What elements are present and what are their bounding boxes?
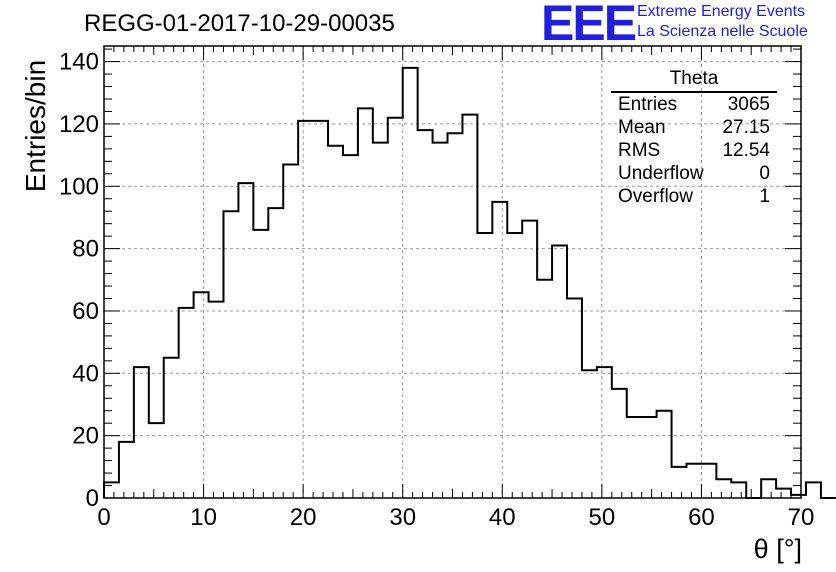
x-tick-label: 30 — [389, 504, 416, 531]
histogram-bar — [507, 233, 522, 498]
logo-line-1: Extreme Energy Events — [637, 3, 806, 20]
histogram-bar — [253, 230, 268, 498]
histogram-bar — [403, 68, 418, 498]
histogram-bar — [657, 411, 672, 498]
histogram-bar — [388, 118, 403, 498]
histogram-bar — [373, 143, 388, 498]
histogram-bar — [418, 130, 433, 498]
histogram-bar — [104, 482, 119, 498]
histogram-bar — [209, 302, 224, 498]
stats-value: 27.15 — [722, 117, 770, 138]
histogram-bar — [567, 298, 582, 498]
stats-title: Theta — [611, 68, 777, 93]
x-tick-label: 70 — [788, 504, 815, 531]
histogram-bar — [298, 121, 313, 498]
stats-value: 12.54 — [722, 140, 770, 161]
y-tick-label: 20 — [72, 423, 99, 450]
y-tick-label: 80 — [72, 236, 99, 263]
x-tick-label: 40 — [489, 504, 516, 531]
x-tick-label: 20 — [290, 504, 317, 531]
histogram-bar — [582, 370, 597, 498]
histogram-bar — [134, 367, 149, 498]
histogram-bar — [223, 211, 238, 498]
histogram-bar — [194, 292, 209, 498]
histogram-outline — [103, 66, 836, 499]
histogram-bar — [358, 108, 373, 498]
histogram-bar — [761, 479, 776, 498]
stats-label: Entries — [618, 94, 678, 115]
stats-row-entries: Entries 3065 — [611, 93, 777, 116]
histogram-bar — [448, 133, 463, 498]
stats-row-rms: RMS 12.54 — [611, 139, 777, 162]
histogram-bar — [492, 202, 507, 498]
stats-label: RMS — [618, 140, 661, 161]
histogram-bar — [149, 423, 164, 498]
stats-label: Underflow — [618, 163, 704, 184]
stats-value: 0 — [759, 163, 770, 184]
stats-row-overflow: Overflow 1 — [611, 185, 777, 208]
histogram-bar — [238, 183, 253, 498]
y-tick-label: 120 — [59, 111, 99, 138]
histogram-bars — [103, 66, 836, 499]
y-tick-label: 40 — [72, 360, 99, 387]
histogram-bar — [806, 482, 821, 498]
grid-lines — [104, 46, 801, 498]
histogram-bar — [731, 482, 746, 498]
stats-value: 1 — [759, 186, 770, 207]
x-tick-label: 10 — [190, 504, 217, 531]
histogram-bar — [119, 442, 134, 498]
histogram-bar — [164, 358, 179, 498]
histogram-bar — [686, 464, 701, 498]
stats-label: Mean — [618, 117, 666, 138]
histogram-bar — [268, 208, 283, 498]
histogram-bar — [179, 308, 194, 498]
y-tick-label: 0 — [86, 485, 99, 512]
histogram-bar — [462, 115, 477, 498]
y-tick-label: 60 — [72, 298, 99, 325]
eee-logo: EEE — [541, 0, 637, 51]
stats-row-mean: Mean 27.15 — [611, 116, 777, 139]
stats-row-underflow: Underflow 0 — [611, 162, 777, 185]
histogram-bar — [716, 479, 731, 498]
histogram-bar — [477, 233, 492, 498]
y-tick-label: 140 — [59, 49, 99, 76]
histogram-bar — [672, 467, 687, 498]
histogram-bar — [283, 164, 298, 498]
logo-line-2: La Scienza nelle Scuole — [637, 23, 808, 40]
histogram-bar — [627, 417, 642, 498]
histogram-bar — [612, 389, 627, 498]
axis-ticks — [103, 46, 802, 499]
histogram-bar — [433, 143, 448, 498]
x-tick-label: 0 — [97, 504, 110, 531]
stats-box: Theta Entries 3065 Mean 27.15 RMS 12.54 … — [611, 68, 777, 208]
histogram-bar — [343, 155, 358, 498]
y-tick-label: 100 — [59, 173, 99, 200]
histogram-bar — [701, 464, 716, 498]
x-tick-label: 50 — [589, 504, 616, 531]
chart-title: REGG-01-2017-10-29-00035 — [84, 10, 395, 37]
x-axis-label: θ [°] — [753, 534, 802, 564]
histogram-bar — [597, 367, 612, 498]
stats-label: Overflow — [618, 186, 693, 207]
stats-value: 3065 — [727, 94, 770, 115]
histogram-bar — [313, 121, 328, 498]
x-tick-label: 60 — [688, 504, 715, 531]
histogram-bar — [552, 246, 567, 498]
histogram-bar — [642, 417, 657, 498]
histogram-bar — [522, 221, 537, 498]
histogram-bar — [776, 489, 791, 498]
histogram-bar — [328, 146, 343, 498]
histogram-bar — [537, 280, 552, 498]
